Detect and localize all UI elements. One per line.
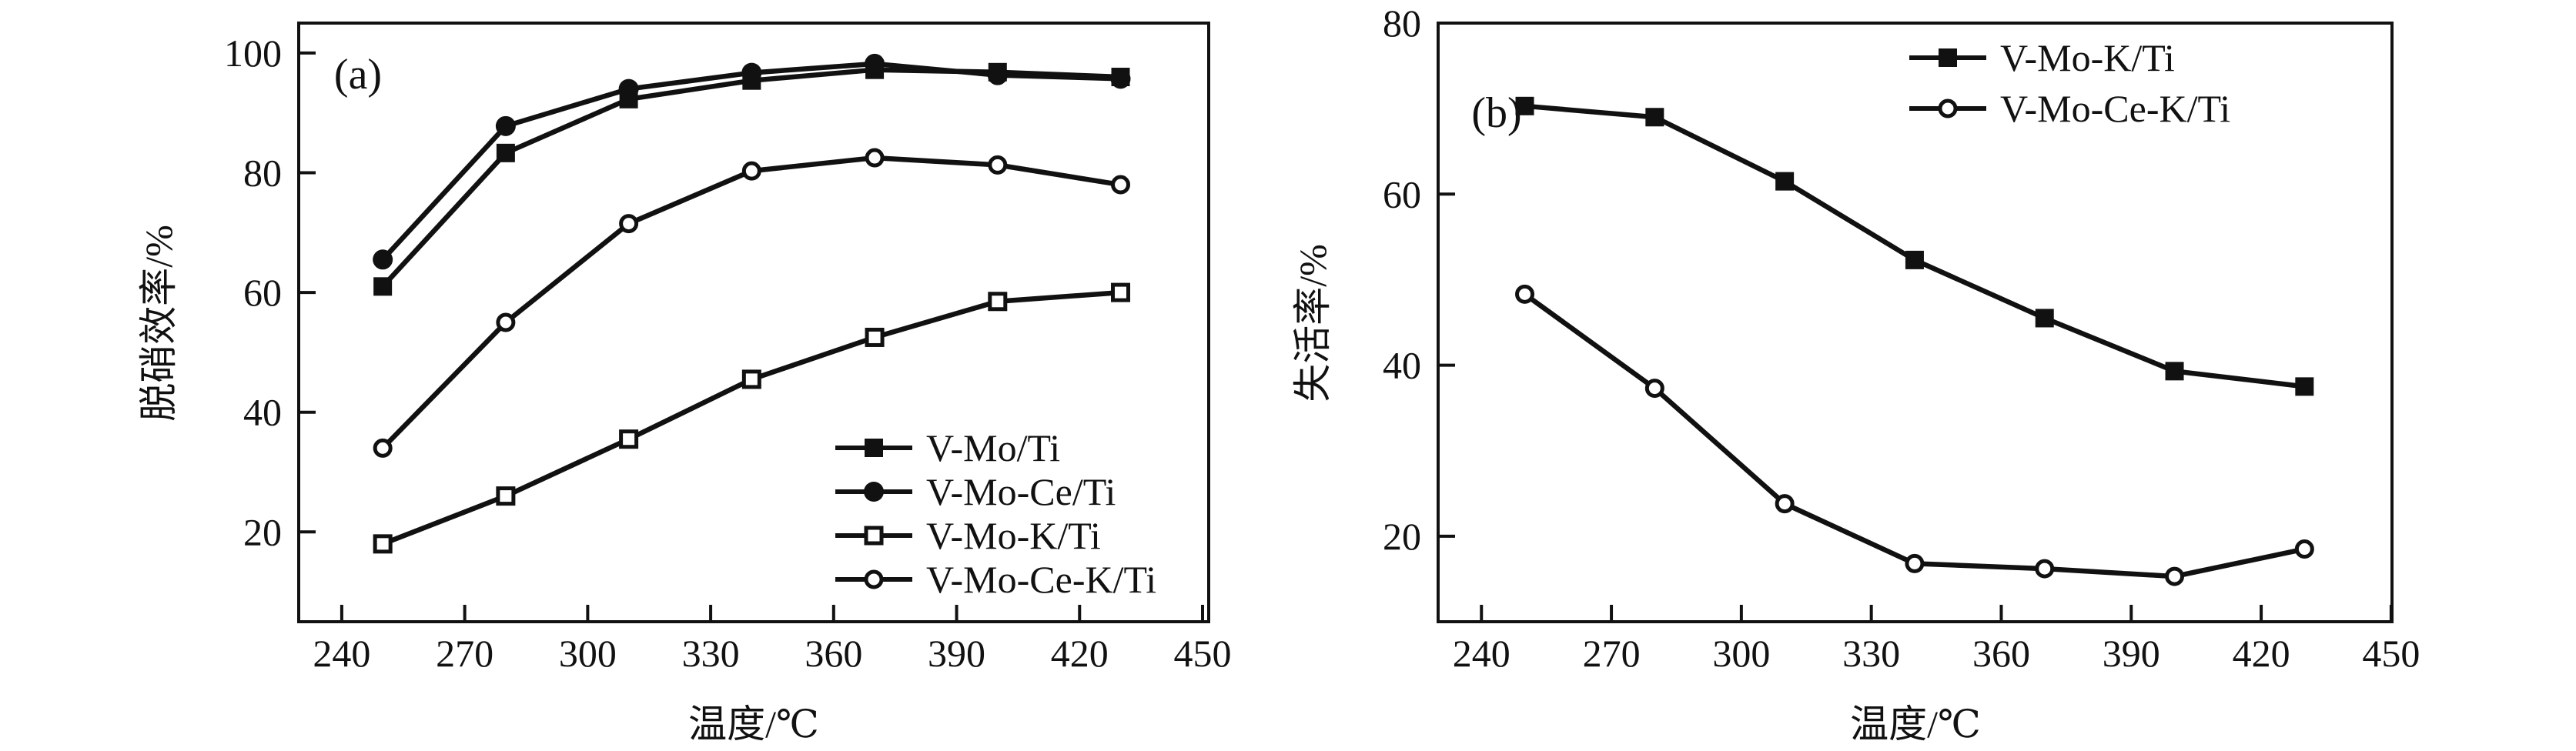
series-marker-v-mo-ce-k-ti: [1515, 284, 1535, 304]
y-tick-label: 80: [243, 152, 282, 195]
series-marker-v-mo-ce-ti: [373, 249, 393, 270]
series-marker-v-mo-ce-k-ti: [2165, 566, 2185, 586]
series-marker-v-mo-ce-ti: [987, 65, 1008, 85]
series-marker-v-mo-k-ti: [619, 429, 639, 449]
y-tick-label: 60: [243, 271, 282, 314]
series-marker-v-mo-k-ti: [2035, 309, 2054, 328]
panel-label: (a): [334, 51, 382, 98]
series-marker-v-mo-ce-ti: [865, 53, 885, 74]
series-marker-v-mo-ti: [496, 143, 515, 162]
series-marker-v-mo-ce-ti: [495, 115, 516, 136]
legend-label-v-mo-ce-k-ti: V-Mo-Ce-K/Ti: [926, 558, 1156, 601]
series-marker-v-mo-k-ti: [2165, 362, 2184, 381]
y-tick-label: 80: [1383, 2, 1421, 45]
x-tick-label: 390: [928, 632, 985, 675]
x-tick-label: 300: [559, 632, 617, 675]
series-marker-v-mo-ce-k-ti: [1905, 553, 1925, 573]
plot-border: [297, 22, 1210, 623]
series-marker-v-mo-k-ti: [496, 486, 516, 506]
y-tick-label: 100: [224, 32, 282, 75]
x-tick-label: 240: [313, 632, 370, 675]
legend-label-v-mo-ce-k-ti: V-Mo-Ce-K/Ti: [2000, 87, 2230, 130]
panel-label: (b): [1471, 89, 1521, 137]
series-marker-v-mo-ce-ti: [1110, 68, 1131, 89]
x-tick-label: 360: [1972, 632, 2030, 675]
chart-a: 240 270 300 330 360 390 420 450 20 40 60 80 100 V-Mo/…: [137, 22, 1232, 746]
series-marker-v-mo-ce-ti: [741, 62, 762, 83]
series-marker-v-mo-ce-ti: [618, 78, 639, 99]
series-marker-v-mo-k-ti: [741, 369, 761, 389]
series-marker-v-mo-k-ti: [865, 327, 885, 347]
y-tick-label: 40: [1383, 344, 1421, 387]
legend-marker-v-mo-ce-k-ti: [1938, 98, 1958, 118]
legend-b: V-Mo-K/Ti V-Mo-Ce-K/Ti: [1909, 36, 2230, 130]
series-marker-v-mo-ce-k-ti: [1111, 175, 1131, 195]
legend-marker-v-mo-ce-k-ti: [864, 569, 884, 589]
series-line-v-mo-k-ti: [1524, 103, 2305, 389]
x-tick-label: 390: [2103, 632, 2160, 675]
series-marker-v-mo-ce-k-ti: [373, 438, 393, 458]
series-marker-v-mo-k-ti: [988, 292, 1008, 312]
y-tick-label: 60: [1383, 172, 1421, 215]
x-tick-label: 420: [1051, 632, 1109, 675]
y-axis-title: 失活率/%: [1291, 244, 1334, 402]
x-tick-label: 420: [2233, 632, 2290, 675]
x-axis-title: 温度/℃: [688, 703, 819, 746]
y-tick-label: 20: [1383, 515, 1421, 558]
series-marker-v-mo-ce-k-ti: [1775, 494, 1795, 514]
series-marker-v-mo-k-ti: [2295, 377, 2314, 396]
series-marker-v-mo-k-ti: [1645, 108, 1664, 127]
series-marker-v-mo-k-ti: [373, 534, 393, 554]
y-tick-label: 40: [243, 391, 282, 434]
series-marker-v-mo-ce-k-ti: [2294, 539, 2314, 559]
x-tick-label: 330: [682, 632, 740, 675]
series-marker-v-mo-ti: [373, 277, 393, 296]
legend-label-v-mo-k-ti: V-Mo-K/Ti: [2000, 36, 2175, 79]
x-tick-label: 450: [2362, 632, 2420, 675]
series-line-v-mo-ce-k-ti: [1523, 292, 2306, 579]
legend-marker-v-mo-k-ti: [1939, 48, 1957, 67]
chart-b: 240 270 300 330 360 390 420 450 20 40 60 80 V-Mo-K/T…: [1291, 2, 2420, 746]
series-marker-v-mo-ce-k-ti: [741, 161, 761, 181]
series-marker-v-mo-k-ti: [1775, 172, 1795, 191]
x-tick-label: 240: [1453, 632, 1510, 675]
series-marker-v-mo-ce-k-ti: [988, 155, 1008, 175]
x-tick-label: 330: [1842, 632, 1900, 675]
y-axis-title: 脱硝效率/%: [137, 225, 180, 422]
series-marker-v-mo-ce-k-ti: [496, 312, 516, 332]
x-tick-label: 360: [805, 632, 862, 675]
x-tick-label: 270: [436, 632, 493, 675]
series-marker-v-mo-k-ti: [1905, 250, 1924, 269]
series-marker-v-mo-k-ti: [1111, 282, 1131, 302]
series-marker-v-mo-ce-k-ti: [619, 214, 639, 234]
series-marker-v-mo-ce-k-ti: [865, 148, 885, 168]
legend-label-v-mo-ce-ti: V-Mo-Ce/Ti: [926, 470, 1116, 513]
legend-label-v-mo-k-ti: V-Mo-K/Ti: [926, 514, 1101, 557]
series-marker-v-mo-ce-k-ti: [2035, 559, 2055, 579]
x-tick-label: 270: [1583, 632, 1641, 675]
legend-label-v-mo-ti: V-Mo/Ti: [926, 426, 1060, 469]
x-axis-title: 温度/℃: [1850, 703, 1981, 746]
x-tick-label: 450: [1174, 632, 1232, 675]
legend-marker-v-mo-ti: [865, 439, 883, 457]
legend-marker-v-mo-k-ti: [864, 526, 884, 546]
series-marker-v-mo-ce-k-ti: [1644, 379, 1664, 399]
legend-a: V-Mo/TiV-Mo-Ce/TiV-Mo-K/TiV-Mo-Ce-K/Ti: [835, 426, 1156, 601]
x-tick-label: 300: [1712, 632, 1770, 675]
legend-marker-v-mo-ce-ti: [864, 482, 884, 502]
y-tick-label: 20: [243, 510, 282, 553]
plot-border: [1437, 22, 2394, 623]
series-marker-v-mo-k-ti: [1515, 96, 1534, 115]
